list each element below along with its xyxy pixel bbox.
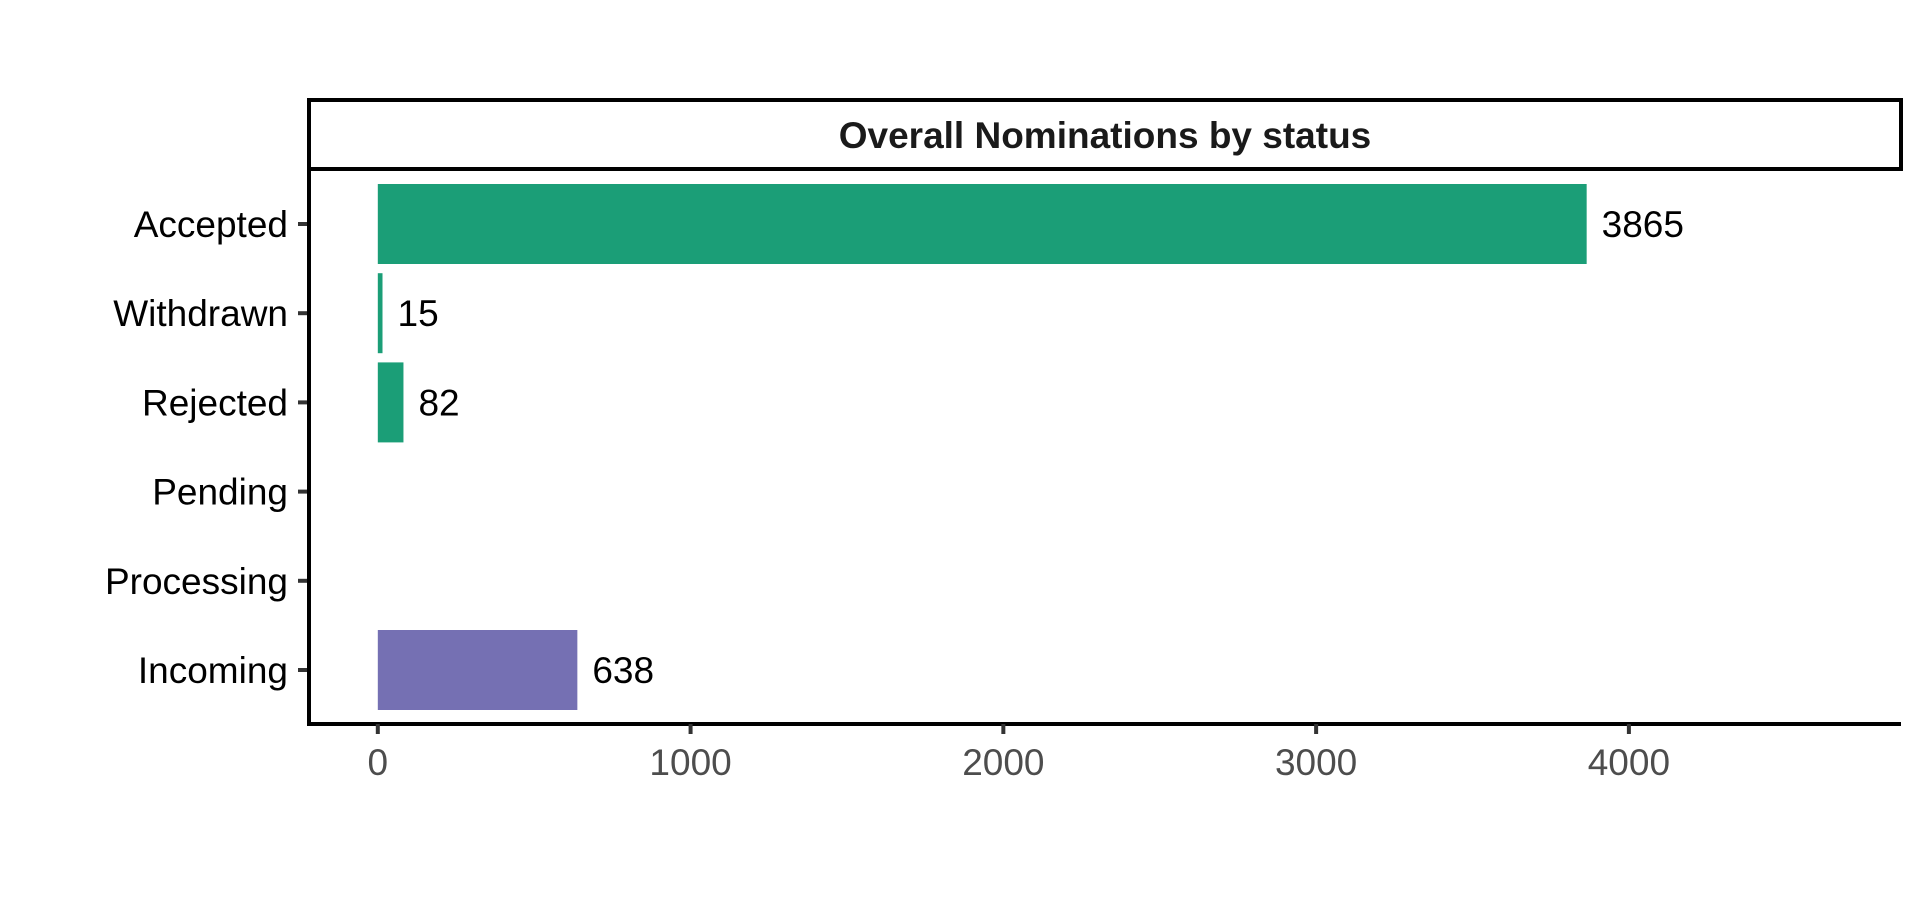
data-label-withdrawn: 15 (398, 293, 439, 334)
bar-accepted (377, 184, 1587, 264)
facet-strip: Overall Nominations by status (307, 98, 1903, 171)
bars-group (377, 184, 1587, 710)
x-tick-label-0: 0 (368, 742, 389, 783)
y-tick-label-incoming: Incoming (138, 650, 288, 691)
x-tick-label-1000: 1000 (649, 742, 731, 783)
data-label-rejected: 82 (418, 382, 459, 423)
y-tick-label-withdrawn: Withdrawn (113, 293, 288, 334)
y-tick-label-pending: Pending (152, 472, 288, 513)
data-label-incoming: 638 (592, 650, 654, 691)
x-axis: 0 1000 2000 3000 4000 (307, 722, 1901, 783)
chart-title: Overall Nominations by status (839, 115, 1372, 156)
data-label-accepted: 3865 (1602, 204, 1684, 245)
x-tick-label-3000: 3000 (1275, 742, 1357, 783)
x-tick-label-4000: 4000 (1588, 742, 1670, 783)
facet-strip-box (307, 98, 1903, 171)
y-tick-label-processing: Processing (105, 561, 288, 602)
bar-rejected (377, 362, 404, 443)
data-labels-group: 3865 15 82 638 (398, 204, 1684, 691)
y-axis: Accepted Withdrawn Rejected Pending Processi… (105, 167, 311, 726)
y-tick-label-accepted: Accepted (134, 204, 288, 245)
x-tick-label-2000: 2000 (962, 742, 1044, 783)
bar-withdrawn (377, 273, 383, 354)
bar-incoming (377, 630, 578, 710)
y-tick-label-rejected: Rejected (142, 382, 288, 423)
